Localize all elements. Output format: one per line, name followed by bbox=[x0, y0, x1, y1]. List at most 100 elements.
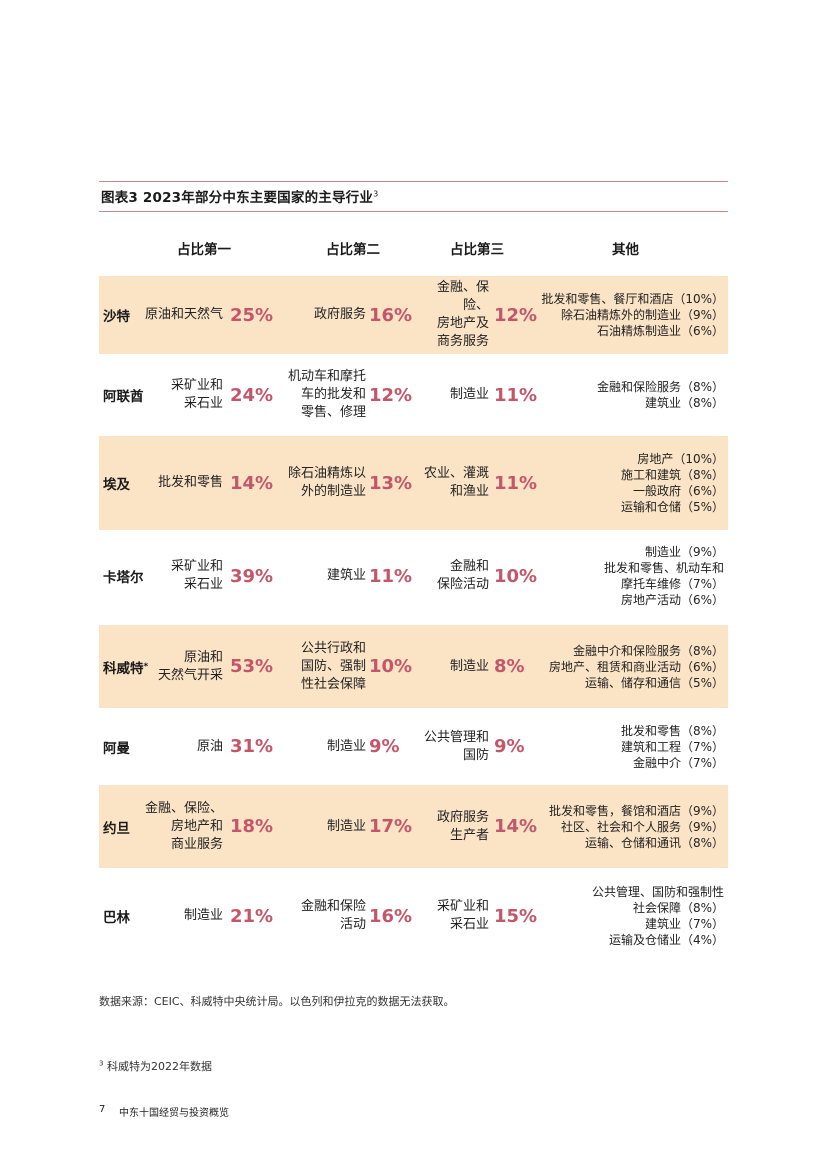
other-industry-line: 公共管理、国防和强制性 bbox=[591, 885, 724, 899]
industry-first: 采矿业和 采石业 bbox=[139, 356, 223, 434]
industry-line: 采石业 bbox=[183, 577, 223, 592]
industry-line: 天然气开采 bbox=[157, 667, 223, 683]
industry-third: 制造业 bbox=[414, 625, 489, 708]
document-title: 中东十国经贸与投资概览 bbox=[119, 1108, 229, 1119]
data-source: 数据来源：CEIC、科威特中央统计局。以色列和伊拉克的数据无法获取。 bbox=[99, 995, 455, 1008]
industry-line: 金融和 bbox=[449, 559, 489, 574]
other-industry-line: 除石油精炼外的制造业（9%） bbox=[560, 308, 724, 322]
industry-third-text: 制造业 bbox=[450, 386, 489, 404]
industry-line: 金融、保险、 bbox=[436, 280, 489, 313]
other-industry-line: 社区、社会和个人服务（9%） bbox=[560, 819, 724, 834]
industry-first-text: 原油 bbox=[197, 738, 223, 756]
industry-line: 商务服务 bbox=[436, 334, 489, 349]
country-label: 科威特 bbox=[103, 660, 144, 677]
industry-line: 机动车和摩托 bbox=[287, 369, 366, 384]
industry-second-text: 制造业 bbox=[327, 738, 366, 756]
other-industry-line: 房地产（10%） bbox=[637, 452, 724, 466]
share-third-percent: 14% bbox=[494, 816, 538, 837]
industry-line: 性社会保障 bbox=[300, 676, 366, 692]
column-header-third: 占比第三 bbox=[450, 242, 504, 258]
industry-line: 公共管理和 bbox=[423, 729, 489, 745]
industry-third-text: 公共管理和国防 bbox=[424, 729, 489, 765]
other-industry-line: 建筑和工程（7%） bbox=[620, 739, 724, 754]
table-row: 埃及 批发和零售 14% 除石油精炼以 外的制造业 13% 农业、灌溉 和渔业 11% 房地产（1… bbox=[99, 436, 728, 530]
country-name: 巴林 bbox=[103, 870, 130, 962]
other-industry-line: 金融中介和保险服务（8%） bbox=[572, 643, 724, 658]
figure-title-note: 3 bbox=[373, 189, 379, 199]
industry-line: 外的制造业 bbox=[300, 484, 366, 499]
industry-third-text: 政府服务 生产者 bbox=[437, 809, 489, 845]
industry-line: 制造业 bbox=[326, 738, 366, 754]
share-third-percent: 11% bbox=[494, 472, 538, 494]
share-first-percent: 14% bbox=[230, 472, 274, 494]
other-industry-line: 批发和零售、机动车和 bbox=[603, 561, 724, 575]
industry-line: 制造业 bbox=[449, 387, 489, 402]
industry-third-text: 农业、灌溉 和渔业 bbox=[424, 465, 489, 501]
other-industries-list: 金融中介和保险服务（8%） 房地产、租赁和商业活动（6%） 运输、储存和通信（5%） bbox=[549, 643, 724, 691]
industry-line: 公共行政和 bbox=[300, 640, 366, 656]
figure-title: 图表3 2023年部分中东主要国家的主导行业3 bbox=[101, 186, 379, 207]
industry-second-text: 政府服务 bbox=[314, 306, 366, 324]
other-industries-list: 批发和零售（8%） 建筑和工程（7%） 金融中介（7%） bbox=[621, 723, 724, 771]
other-industries: 批发和零售（8%） 建筑和工程（7%） 金融中介（7%） bbox=[524, 710, 724, 783]
title-bottom-rule bbox=[99, 211, 728, 212]
other-industries-list: 房地产（10%） 施工和建筑（8%） 一般政府（6%） 运输和仓储（5%） bbox=[621, 451, 724, 515]
table-row: 巴林 制造业 21% 金融和保险 活动 16% 采矿业和 采石业 15% 公共管理、国防和强制性社… bbox=[99, 870, 728, 962]
share-second-percent: 12% bbox=[369, 384, 413, 406]
other-industries-list: 批发和零售、餐厅和酒店（10%） 除石油精炼外的制造业（9%） 石油精炼制造业（6%… bbox=[541, 291, 724, 339]
country-name: 沙特 bbox=[103, 276, 130, 354]
industry-second-text: 金融和保险 活动 bbox=[301, 898, 366, 934]
other-industry-line: 房地产活动（6%） bbox=[620, 593, 724, 607]
industry-line: 采石业 bbox=[183, 396, 223, 411]
industry-third: 金融、保险、房地产及商务服务 bbox=[414, 276, 489, 354]
other-industry-line: 运输、储存和通信（5%） bbox=[584, 675, 724, 690]
industry-second-text: 机动车和摩托 车的批发和 零售、修理 bbox=[288, 368, 366, 422]
other-industry-line: 批发和零售，餐馆和酒店（9%） bbox=[548, 803, 724, 818]
other-industries: 公共管理、国防和强制性 社会保障（8%） 建筑业（7%） 运输及仓储业（4%） bbox=[524, 870, 724, 962]
industry-first-text: 原油和 天然气开采 bbox=[158, 649, 223, 685]
industry-third-text: 金融、保险、房地产及商务服务 bbox=[414, 279, 489, 351]
industry-second: 公共行政和 国防、强制 性社会保障 bbox=[279, 625, 366, 708]
country-label: 约旦 bbox=[103, 820, 130, 837]
industry-second-text: 建筑业 bbox=[327, 567, 366, 585]
industry-line: 国防 bbox=[462, 747, 489, 763]
other-industries: 房地产（10%） 施工和建筑（8%） 一般政府（6%） 运输和仓储（5%） bbox=[524, 436, 724, 530]
country-label: 卡塔尔 bbox=[103, 570, 144, 586]
other-industries-list: 金融和保险服务（8%） 建筑业（8%） bbox=[597, 379, 724, 411]
other-industry-line: 金融和保险服务（8%） bbox=[596, 380, 724, 394]
table-row: 约旦 金融、保险、 房地产和 商业服务 18% 制造业 17% 政府服务 生产者 14% 批发和零售… bbox=[99, 785, 728, 868]
table-row: 沙特 原油和天然气 25% 政府服务 16% 金融、保险、 房地产及 商务服务 12% 批发和零售… bbox=[99, 276, 728, 354]
column-header-first: 占比第一 bbox=[177, 242, 231, 258]
share-second-percent: 13% bbox=[369, 472, 413, 494]
other-industries-list: 制造业（9%） 批发和零售、机动车和 摩托车维修（7%） 房地产活动（6%） bbox=[604, 544, 724, 608]
column-header-second: 占比第二 bbox=[326, 242, 380, 258]
other-industry-line: 摩托车维修（7%） bbox=[620, 577, 724, 591]
table-row: 科威特 * 原油和 天然气开采 53% 公共行政和 国防、强制 性社会保障 10% 制造业 8% 金融… bbox=[99, 625, 728, 708]
share-second-percent: 10% bbox=[369, 656, 413, 677]
share-second-percent: 16% bbox=[369, 304, 413, 326]
industry-second-text: 公共行政和 国防、强制 性社会保障 bbox=[301, 640, 366, 694]
other-industry-line: 石油精炼制造业（6%） bbox=[596, 324, 724, 338]
country-name: 阿曼 bbox=[103, 710, 130, 783]
share-third-percent: 11% bbox=[494, 384, 538, 406]
industry-first: 金融、保险、 房地产和 商业服务 bbox=[139, 785, 223, 868]
industry-line: 房地产及 bbox=[436, 316, 489, 331]
industry-second: 政府服务 bbox=[279, 276, 366, 354]
industry-line: 采矿业和 bbox=[170, 559, 223, 574]
other-industry-line: 社会保障（8%） bbox=[632, 901, 724, 915]
other-industries: 金融和保险服务（8%） 建筑业（8%） bbox=[524, 356, 724, 434]
other-industries-list: 公共管理、国防和强制性 社会保障（8%） 建筑业（7%） 运输及仓储业（4%） bbox=[592, 884, 724, 948]
industry-line: 生产者 bbox=[449, 827, 489, 843]
other-industry-line: 建筑业（7%） bbox=[644, 917, 724, 931]
share-third-percent: 12% bbox=[494, 304, 538, 326]
industry-line: 金融、保险、 bbox=[144, 800, 223, 816]
share-third-percent: 10% bbox=[494, 565, 538, 587]
footnote: 3 科威特为2022年数据 bbox=[99, 1058, 212, 1074]
share-first-percent: 25% bbox=[230, 304, 274, 326]
industry-second: 金融和保险 活动 bbox=[279, 870, 366, 962]
industry-first-text: 制造业 bbox=[184, 907, 223, 925]
industry-first-text: 原油和天然气 bbox=[145, 306, 223, 324]
country-name: 约旦 bbox=[103, 785, 130, 868]
industry-line: 原油 bbox=[196, 738, 223, 754]
country-name: 卡塔尔 bbox=[103, 530, 144, 622]
